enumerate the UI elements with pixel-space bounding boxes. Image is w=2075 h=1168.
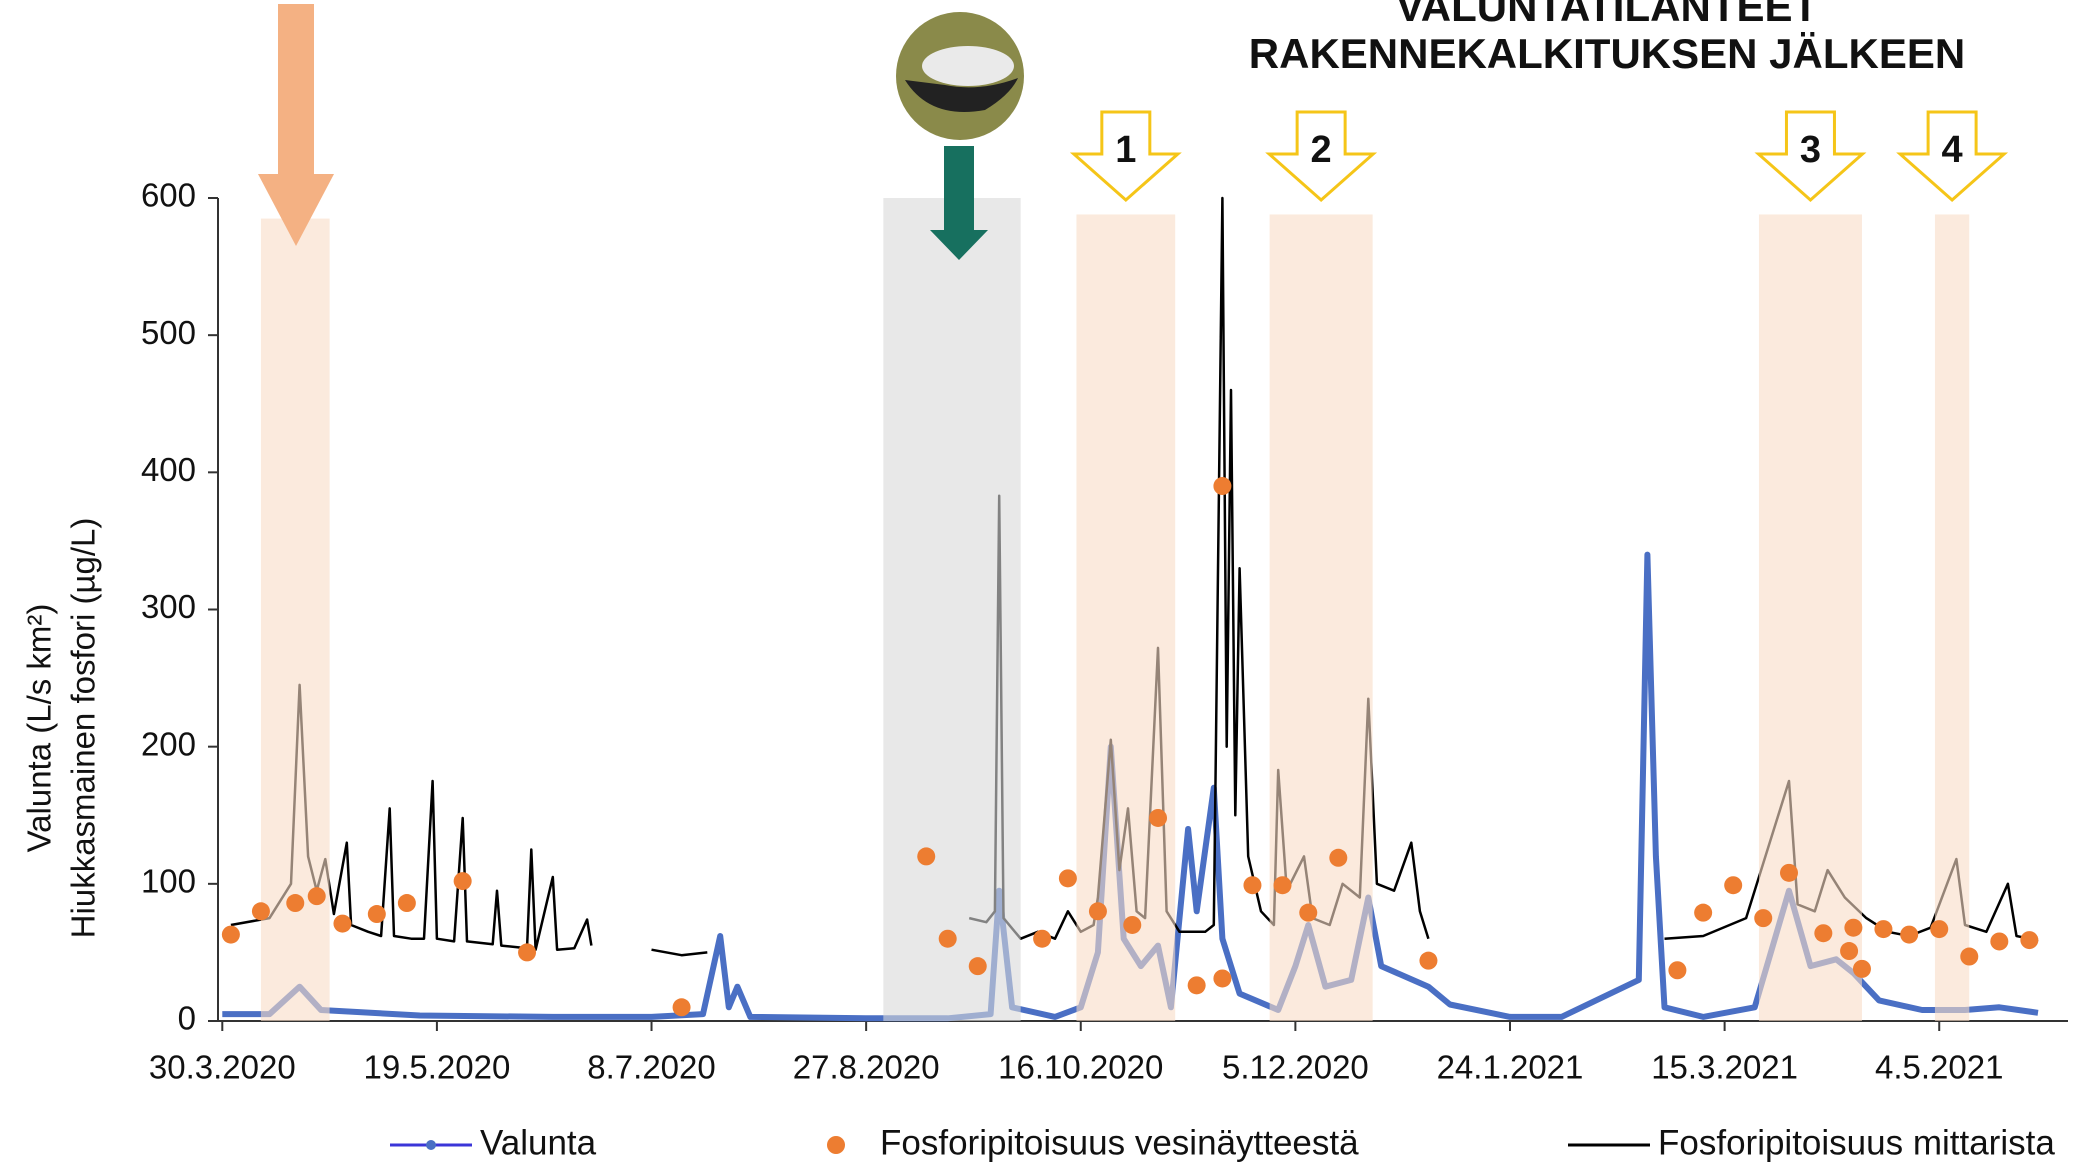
data-point: [2020, 931, 2038, 949]
data-point: [1754, 909, 1772, 927]
y-tick-label: 600: [141, 177, 196, 214]
event-label: 2: [1311, 129, 1332, 171]
y-tick-label: 200: [141, 725, 196, 762]
event-label: 3: [1800, 129, 1821, 171]
data-point: [1089, 902, 1107, 920]
legend-swatch: [827, 1136, 845, 1154]
data-point: [308, 887, 326, 905]
data-point: [1814, 924, 1832, 942]
x-tick-label: 30.3.2020: [149, 1049, 296, 1086]
event-label: 4: [1942, 129, 1963, 171]
data-point: [1930, 920, 1948, 938]
data-point: [939, 930, 957, 948]
data-point: [1123, 916, 1141, 934]
x-tick-label: 19.5.2020: [364, 1049, 511, 1086]
data-point: [1213, 477, 1231, 495]
data-point: [1149, 809, 1167, 827]
plot-area: 0 100 200 300 400 500 600 30.3.2020 19.5.2020 8.7…: [141, 112, 2068, 1086]
shaded-period: [1076, 214, 1175, 1021]
y-tick-label: 400: [141, 451, 196, 488]
y-tick-label: 300: [141, 588, 196, 625]
data-point: [1780, 864, 1798, 882]
x-tick-label: 27.8.2020: [793, 1049, 940, 1086]
data-point: [1213, 969, 1231, 987]
data-point: [1874, 920, 1892, 938]
x-tick-label: 5.12.2020: [1222, 1049, 1369, 1086]
x-tick-label: 16.10.2020: [998, 1049, 1163, 1086]
data-point: [398, 894, 416, 912]
data-point: [454, 872, 472, 890]
data-point: [518, 943, 536, 961]
green-arrow-shaft: [944, 146, 974, 230]
x-tick-label: 4.5.2021: [1875, 1049, 2003, 1086]
data-point: [1900, 926, 1918, 944]
data-point: [969, 957, 987, 975]
legend-label: Fosforipitoisuus vesinäytteestä: [880, 1123, 1359, 1162]
event-label: 1: [1115, 129, 1136, 171]
data-point: [1668, 961, 1686, 979]
x-tick-label: 24.1.2021: [1437, 1049, 1584, 1086]
legend-label: Valunta: [480, 1123, 597, 1162]
chart-title: RAKENNEKALKITUKSEN JÄLKEEN: [1249, 30, 1965, 77]
data-point: [368, 905, 386, 923]
orange-arrow-shaft: [278, 4, 314, 174]
data-point: [673, 998, 691, 1016]
data-point: [1990, 932, 2008, 950]
x-tick-label: 15.3.2021: [1651, 1049, 1798, 1086]
data-point: [1419, 952, 1437, 970]
data-point: [1960, 948, 1978, 966]
data-point: [252, 902, 270, 920]
data-point: [1724, 876, 1742, 894]
photo-lime: [922, 46, 1014, 86]
data-point: [1844, 919, 1862, 937]
legend-label: Fosforipitoisuus mittarista: [1658, 1123, 2055, 1162]
y-tick-label: 100: [141, 863, 196, 900]
shaded-period: [1270, 214, 1373, 1021]
data-point: [1059, 869, 1077, 887]
data-point: [1274, 876, 1292, 894]
data-point: [286, 894, 304, 912]
shaded-period: [883, 198, 1020, 1021]
x-tick-label: 8.7.2020: [587, 1049, 715, 1086]
data-point: [1694, 904, 1712, 922]
data-point: [333, 915, 351, 933]
data-point: [1840, 942, 1858, 960]
data-point: [917, 847, 935, 865]
legend-marker: [426, 1140, 436, 1150]
data-point: [1243, 876, 1261, 894]
shaded-period: [1935, 214, 1969, 1021]
y-tick-label: 500: [141, 314, 196, 351]
data-point: [1299, 904, 1317, 922]
data-point: [1329, 849, 1347, 867]
data-point: [1188, 976, 1206, 994]
data-point: [222, 926, 240, 944]
y-axis-title: Valunta (L/s km²): [21, 604, 58, 853]
y-axis-title: Hiukkasmainen fosfori (µg/L): [65, 518, 102, 939]
shaded-period: [1759, 214, 1862, 1021]
y-tick-label: 0: [178, 1000, 196, 1037]
chart: 0 100 200 300 400 500 600 30.3.2020 19.5.2020 8.7…: [0, 0, 2075, 1168]
data-point: [1033, 930, 1051, 948]
chart-title: VALUNTATILANTEET: [1396, 0, 1819, 30]
data-point: [1853, 960, 1871, 978]
